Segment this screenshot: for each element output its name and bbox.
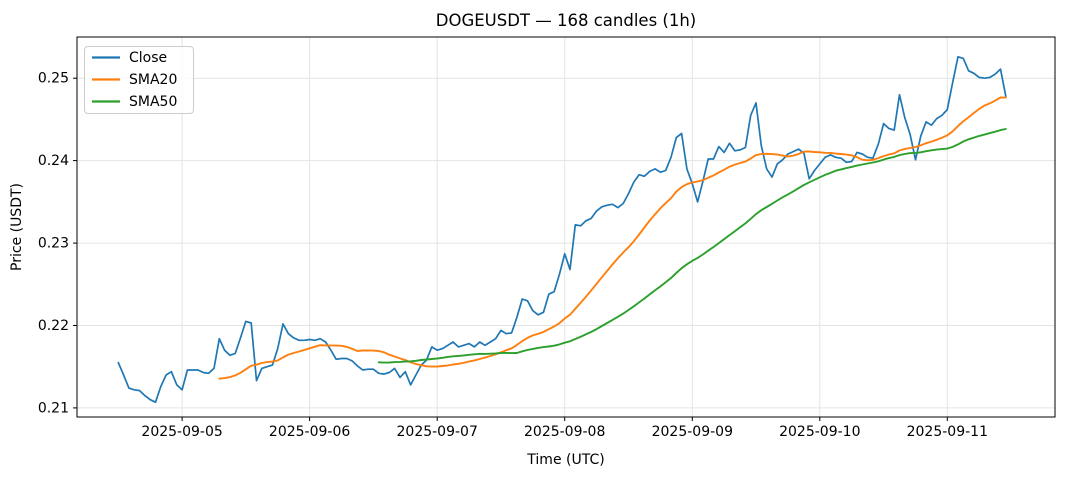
sma50-line [377,128,1007,364]
x-tick-label: 2025-09-11 [907,424,988,440]
x-tick-label: 2025-09-05 [141,424,222,440]
legend-box [84,46,194,114]
x-tick-marks [181,417,948,421]
grid-lines [77,37,1055,417]
y-tick-label: 0.21 [38,400,69,416]
close-line [117,55,1007,404]
y-tick-label: 0.22 [38,318,69,334]
chart-title: DOGEUSDT — 168 candles (1h) [436,11,697,30]
x-tick-label: 2025-09-09 [652,424,733,440]
x-axis: 2025-09-05 2025-09-06 2025-09-07 2025-09-08… [141,417,988,468]
legend-label-close: Close [129,50,167,66]
x-tick-label: 2025-09-07 [397,424,478,440]
y-tick-labels: 0.21 0.22 0.23 0.24 0.25 [38,71,69,417]
legend-label-sma50: SMA50 [129,94,177,110]
y-tick-label: 0.24 [38,153,69,169]
x-tick-labels: 2025-09-05 2025-09-06 2025-09-07 2025-09-08… [141,424,988,440]
y-tick-label: 0.23 [38,236,69,252]
x-tick-label: 2025-09-06 [269,424,350,440]
legend-label-sma20: SMA20 [129,72,177,88]
x-tick-label: 2025-09-10 [779,424,860,440]
y-axis: 0.21 0.22 0.23 0.24 0.25 Price (USDT) [9,71,77,417]
y-axis-label: Price (USDT) [9,183,25,271]
x-axis-label: Time (UTC) [526,452,604,468]
series-lines [117,55,1007,404]
y-tick-marks [73,77,77,409]
plot-border [76,36,1056,418]
y-tick-label: 0.25 [38,71,69,87]
legend: Close SMA20 SMA50 [84,46,194,114]
sma20-line [218,96,1007,380]
x-tick-label: 2025-09-08 [524,424,605,440]
